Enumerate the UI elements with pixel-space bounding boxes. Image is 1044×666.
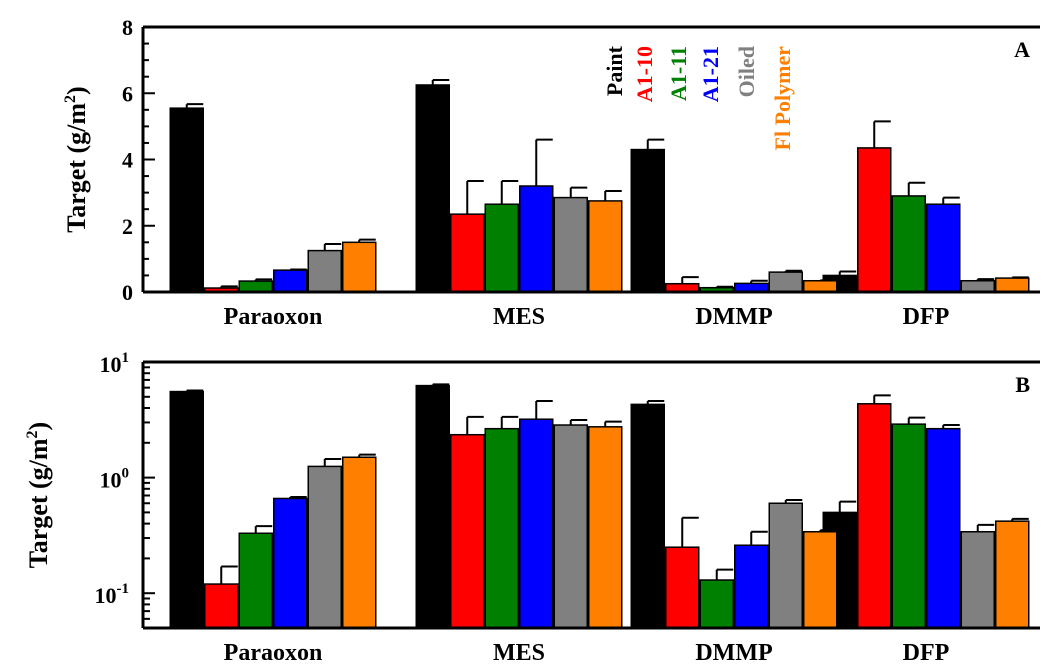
- category-label: DFP: [903, 304, 950, 330]
- bar-fl-polymer-paraoxon: [342, 456, 377, 629]
- y-tick-exponent: -1: [117, 581, 130, 597]
- y-tick-label: 100: [100, 466, 130, 493]
- y-axis-label-close: ): [24, 422, 53, 431]
- bar-a1-11-dfp: [891, 423, 926, 629]
- bar-fl-polymer-dmmp: [803, 279, 838, 293]
- y-tick-base: 10: [95, 583, 117, 608]
- y-tick-label: 6: [122, 81, 133, 106]
- bar-a1-11-paraoxon: [238, 280, 273, 293]
- y-tick-label: 4: [122, 148, 133, 173]
- bar-a1-11-paraoxon: [238, 532, 273, 629]
- y-tick-label: 2: [122, 214, 133, 239]
- bar-a1-10-mes: [450, 213, 485, 293]
- bar-paint-mes: [415, 384, 450, 629]
- category-label: Paraoxon: [224, 640, 323, 666]
- bar-paint-paraoxon: [169, 390, 204, 629]
- bar-oiled-dmmp: [768, 271, 803, 293]
- bar-oiled-mes: [553, 424, 588, 629]
- bar-a1-11-dfp: [891, 195, 926, 293]
- bar-paint-dmmp: [630, 148, 665, 293]
- bar-a1-21-mes: [519, 185, 554, 293]
- bar-a1-11-dmmp: [699, 579, 734, 629]
- bar-paint-mes: [415, 84, 450, 293]
- bar-oiled-dfp: [960, 279, 995, 293]
- y-tick-exponent: 0: [122, 466, 130, 482]
- y-tick-base: 10: [100, 352, 122, 377]
- y-tick-label: 0: [122, 280, 133, 305]
- bar-oiled-paraoxon: [307, 249, 342, 293]
- y-tick-label: 8: [122, 15, 133, 40]
- category-label: MES: [493, 304, 545, 330]
- bar-fl-polymer-dmmp: [803, 531, 838, 629]
- category-label: DFP: [903, 640, 950, 666]
- legend-entry: Oiled: [734, 46, 759, 97]
- category-label: DMMP: [695, 640, 772, 666]
- bar-a1-11-mes: [484, 203, 519, 293]
- bar-oiled-dmmp: [768, 502, 803, 629]
- bar-a1-10-dfp: [857, 403, 892, 629]
- bar-fl-polymer-mes: [588, 426, 623, 629]
- y-tick-label: 101: [100, 350, 130, 377]
- bar-oiled-dfp: [960, 531, 995, 629]
- bar-a1-21-dfp: [926, 427, 961, 629]
- legend-entry: A1-21: [698, 46, 723, 102]
- y-axis-label-sup: 2: [24, 430, 41, 438]
- bar-a1-11-mes: [484, 427, 519, 629]
- bar-a1-10-dfp: [857, 147, 892, 293]
- bar-a1-21-dmmp: [734, 544, 769, 629]
- y-tick-base: 10: [100, 468, 122, 493]
- bar-fl-polymer-paraoxon: [342, 241, 377, 293]
- bar-a1-21-paraoxon: [273, 497, 308, 629]
- category-label: MES: [493, 640, 545, 666]
- bar-a1-10-dmmp: [665, 546, 700, 629]
- bar-a1-21-paraoxon: [273, 269, 308, 293]
- legend-entry: A1-10: [632, 46, 657, 102]
- legend-entry: A1-11: [666, 46, 691, 101]
- y-axis-label-sup: 2: [62, 95, 79, 103]
- bar-paint-dmmp: [630, 403, 665, 629]
- y-axis-label: Target (g/m2): [62, 86, 91, 232]
- y-tick-exponent: 1: [122, 350, 130, 366]
- y-axis-label: Target (g/m2): [24, 422, 53, 568]
- bar-fl-polymer-dfp: [995, 520, 1030, 629]
- y-axis-label-main: Target (g/m: [62, 103, 91, 233]
- y-axis-label-main: Target (g/m: [24, 438, 53, 568]
- bar-oiled-paraoxon: [307, 465, 342, 629]
- y-axis-label-close: ): [62, 86, 91, 95]
- panel-label: A: [1014, 37, 1030, 62]
- bar-a1-21-dfp: [926, 203, 961, 293]
- bar-a1-21-mes: [519, 418, 554, 629]
- panel-label: B: [1015, 372, 1030, 397]
- bar-paint-paraoxon: [169, 107, 204, 293]
- bar-a1-10-paraoxon: [204, 583, 239, 629]
- category-label: DMMP: [695, 304, 772, 330]
- bar-a1-10-mes: [450, 433, 485, 629]
- legend-entry: Paint: [602, 45, 627, 96]
- legend-entry: Fl Polymer: [770, 46, 795, 151]
- bar-fl-polymer-mes: [588, 200, 623, 293]
- bar-oiled-mes: [553, 196, 588, 293]
- y-tick-label: 10-1: [95, 581, 130, 608]
- category-label: Paraoxon: [224, 304, 323, 330]
- bar-fl-polymer-dfp: [995, 277, 1030, 293]
